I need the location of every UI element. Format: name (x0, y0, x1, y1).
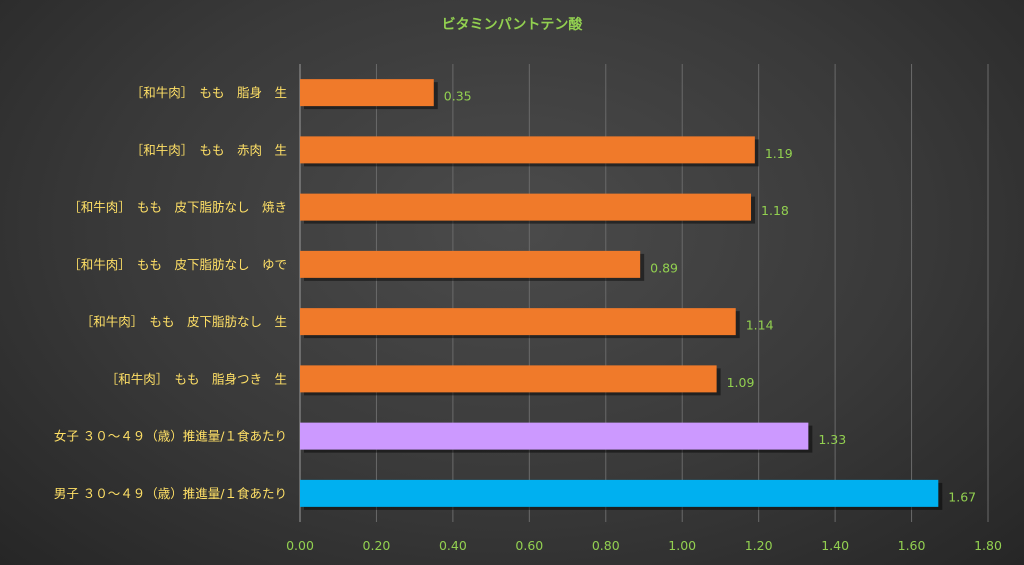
x-tick-label-6: 1.20 (745, 538, 773, 553)
x-tick-label-3: 0.60 (515, 538, 543, 553)
value-label-3: 0.89 (650, 260, 678, 275)
gridlines (299, 64, 989, 522)
category-label-4: ［和牛肉］ もも 皮下脂肪なし 生 (81, 314, 287, 329)
category-label-6: 女子 ３０～４９（歳）推進量/１食あたり (54, 429, 287, 444)
value-label-5: 1.09 (727, 375, 755, 390)
category-label-0: ［和牛肉］ もも 脂身 生 (131, 85, 287, 100)
x-tick-label-1: 0.20 (363, 538, 391, 553)
x-tick-labels: 0.00 0.20 0.40 0.60 0.80 1.00 1.20 1.40 1.60 1.80 (286, 538, 1002, 553)
x-tick-label-2: 0.40 (439, 538, 467, 553)
value-label-6: 1.33 (818, 432, 846, 447)
bar-4 (300, 308, 736, 336)
chart-title: ビタミンパントテン酸 (442, 16, 584, 33)
value-label-7: 1.67 (948, 489, 976, 504)
x-tick-label-4: 0.80 (592, 538, 620, 553)
category-label-1: ［和牛肉］ もも 赤肉 生 (131, 142, 287, 157)
bar-0 (300, 79, 434, 107)
value-label-4: 1.14 (746, 318, 774, 333)
x-tick-label-5: 1.00 (668, 538, 696, 553)
x-tick-label-7: 1.40 (821, 538, 849, 553)
bar-6 (300, 422, 809, 450)
value-label-0: 0.35 (444, 89, 472, 104)
value-label-2: 1.18 (761, 203, 789, 218)
x-tick-label-8: 1.60 (898, 538, 926, 553)
category-labels: ［和牛肉］ もも 脂身 生 ［和牛肉］ もも 赤肉 生 ［和牛肉］ もも 皮下脂肪な… (54, 85, 287, 501)
value-labels: 0.35 1.19 1.18 0.89 1.14 1.09 1.33 1.67 (444, 89, 976, 505)
x-tick-label-0: 0.00 (286, 538, 314, 553)
x-tick-label-9: 1.80 (974, 538, 1002, 553)
category-label-3: ［和牛肉］ もも 皮下脂肪なし ゆで (68, 257, 287, 272)
bar-1 (300, 136, 755, 164)
bar-3 (300, 250, 641, 278)
bar-7 (300, 479, 939, 507)
bars (300, 79, 943, 510)
category-label-5: ［和牛肉］ もも 脂身つき 生 (106, 371, 287, 386)
bar-2 (300, 193, 752, 221)
category-label-7: 男子 ３０～４９（歳）推進量/１食あたり (54, 486, 287, 501)
bar-5 (300, 365, 717, 393)
category-label-2: ［和牛肉］ もも 皮下脂肪なし 焼き (68, 200, 287, 215)
value-label-1: 1.19 (765, 146, 793, 161)
